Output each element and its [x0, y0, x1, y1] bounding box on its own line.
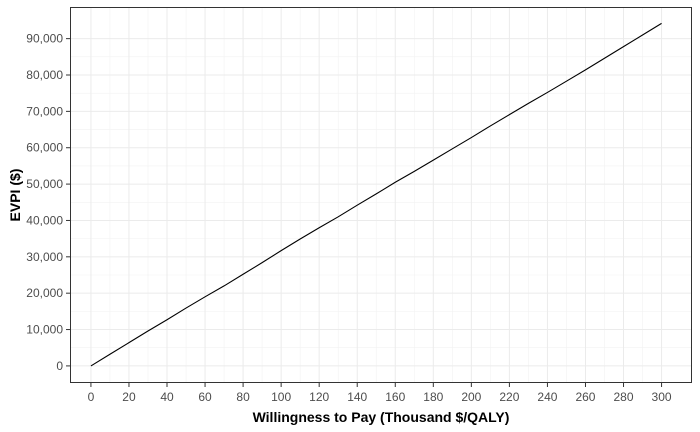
x-tick-label: 200: [461, 390, 481, 404]
x-tick-label: 180: [423, 390, 443, 404]
x-tick-label: 300: [652, 390, 672, 404]
y-tick-label: 80,000: [26, 68, 63, 82]
y-tick-label: 60,000: [26, 141, 63, 155]
y-tick-label: 20,000: [26, 286, 63, 300]
y-tick-label: 90,000: [26, 32, 63, 46]
x-tick-label: 220: [499, 390, 519, 404]
x-tick-label: 140: [347, 390, 367, 404]
x-tick-label: 0: [88, 390, 95, 404]
x-tick-label: 260: [575, 390, 595, 404]
plot-panel-border: [70, 7, 692, 383]
x-tick-label: 240: [537, 390, 557, 404]
y-tick-label: 70,000: [26, 104, 63, 118]
x-axis-ticks: 0 20 40 60 80 100 120 140 160 180 200 220 240 260 280 3…: [88, 383, 672, 404]
x-tick-label: 40: [160, 390, 174, 404]
y-tick-label: 0: [56, 359, 63, 373]
x-tick-label: 160: [385, 390, 405, 404]
y-axis-ticks: 0 10,000 20,000 30,000 40,000 50,000 60,000 70,…: [26, 32, 70, 373]
y-axis-title: EVPI ($): [7, 169, 23, 222]
minor-gridlines: [70, 7, 692, 383]
x-tick-label: 100: [271, 390, 291, 404]
y-tick-label: 40,000: [26, 213, 63, 227]
series-layer: [90, 22, 662, 367]
x-tick-label: 280: [614, 390, 634, 404]
y-tick-label: 10,000: [26, 323, 63, 337]
x-axis-title: Willingness to Pay (Thousand $/QALY): [253, 409, 510, 425]
x-tick-label: 60: [198, 390, 212, 404]
evpi-series-line: [90, 22, 662, 367]
x-tick-label: 80: [236, 390, 250, 404]
x-tick-label: 120: [309, 390, 329, 404]
y-tick-label: 50,000: [26, 177, 63, 191]
x-tick-label: 20: [122, 390, 136, 404]
y-tick-label: 30,000: [26, 250, 63, 264]
major-gridlines: [70, 7, 692, 383]
